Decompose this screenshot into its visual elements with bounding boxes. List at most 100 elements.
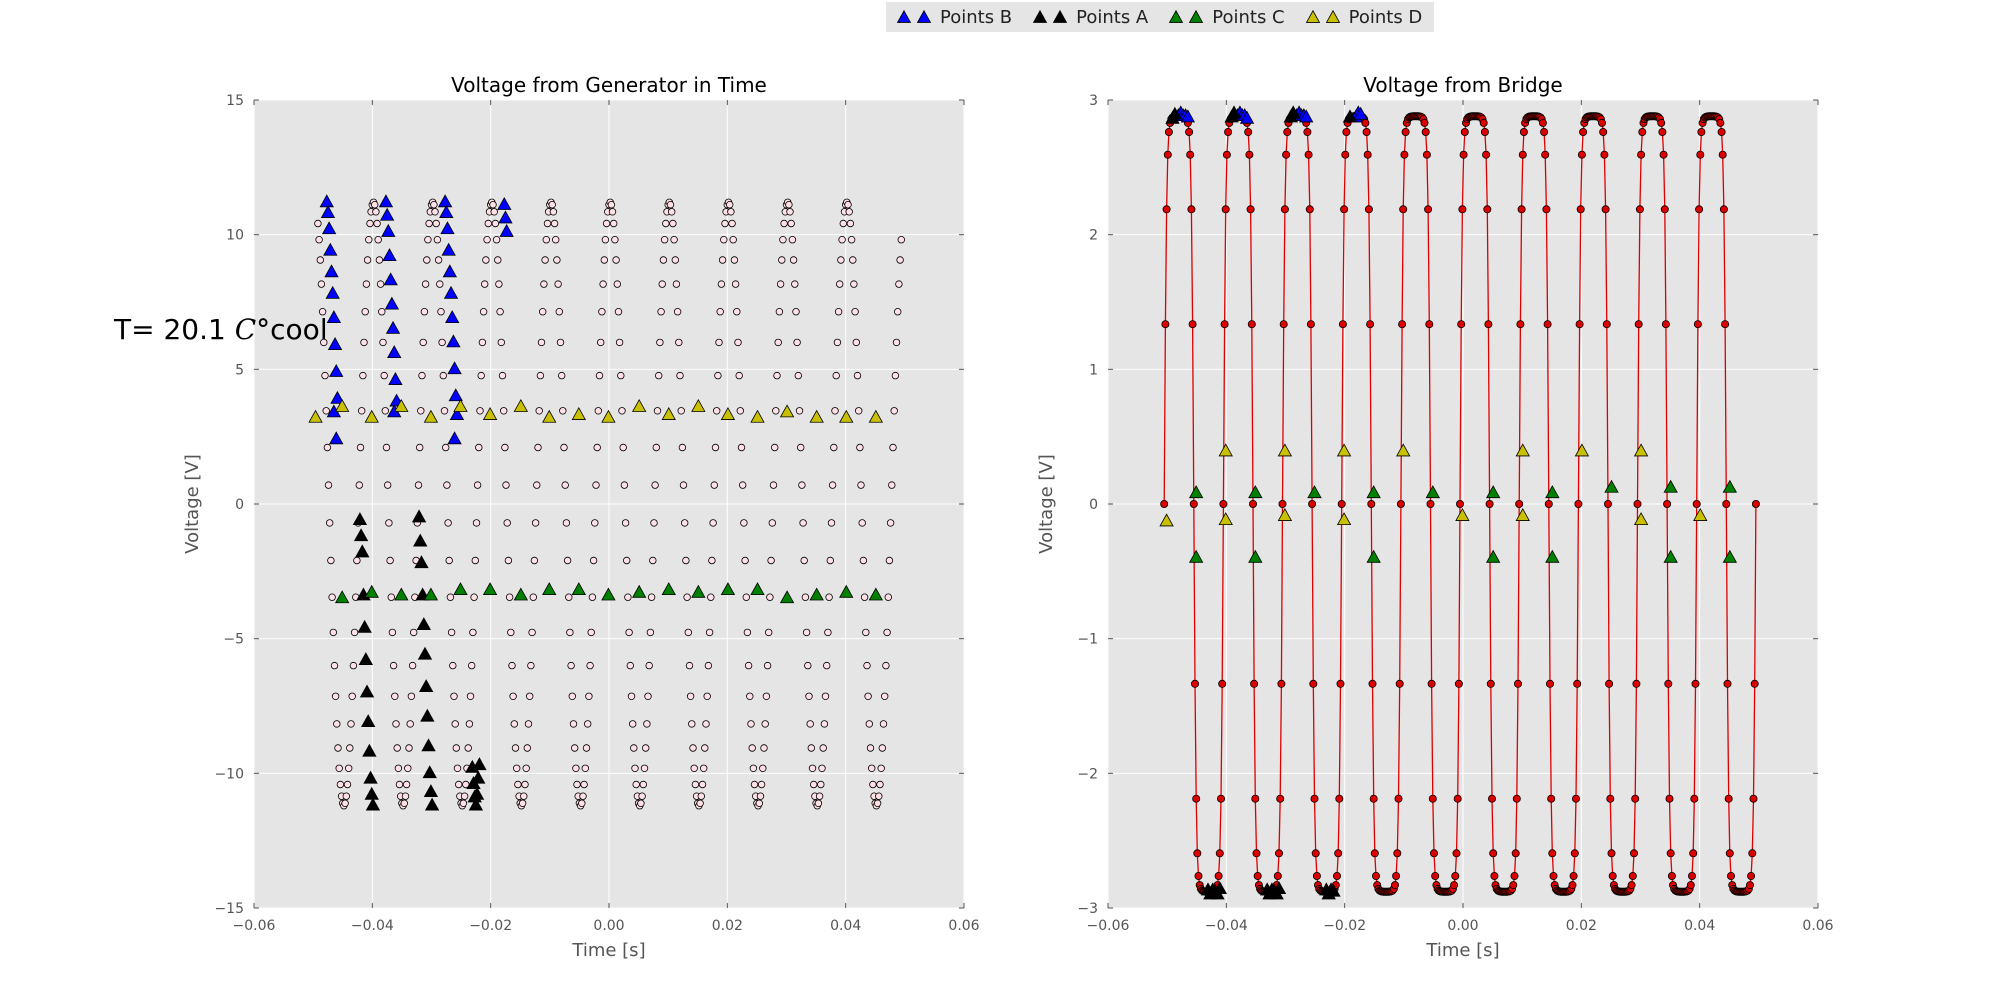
signal-point bbox=[1696, 150, 1705, 159]
signal-point bbox=[524, 720, 533, 728]
triangle-point bbox=[542, 582, 557, 596]
signal-point bbox=[851, 308, 859, 316]
signal-point bbox=[402, 780, 411, 789]
signal-point bbox=[601, 235, 610, 244]
signal-point bbox=[863, 661, 871, 670]
series-points-d bbox=[308, 398, 884, 423]
signal-point bbox=[653, 407, 662, 415]
signal-point bbox=[853, 371, 862, 380]
y-axis-label: Voltage [V] bbox=[1036, 454, 1057, 554]
signal-point bbox=[1282, 150, 1291, 159]
signal-point bbox=[592, 481, 600, 489]
signal-point bbox=[1691, 679, 1700, 688]
signal-point bbox=[883, 628, 891, 637]
signal-point bbox=[894, 308, 902, 316]
signal-point bbox=[650, 519, 658, 527]
signal-point bbox=[1450, 881, 1459, 890]
signal-point bbox=[637, 799, 645, 807]
signal-point bbox=[645, 661, 653, 670]
triangle-point bbox=[499, 223, 514, 237]
signal-point bbox=[489, 200, 497, 209]
triangle-point bbox=[601, 587, 616, 601]
signal-point bbox=[866, 744, 875, 752]
triangle-point bbox=[394, 398, 409, 412]
triangle-point bbox=[1342, 109, 1358, 123]
signal-point bbox=[386, 556, 394, 565]
signal-point bbox=[1189, 499, 1198, 508]
signal-point bbox=[333, 720, 341, 728]
signal-point bbox=[1222, 150, 1231, 159]
signal-point bbox=[759, 764, 767, 772]
signal-point bbox=[1604, 499, 1613, 508]
signal-point bbox=[1188, 320, 1197, 329]
signal-point bbox=[626, 661, 634, 670]
signal-point bbox=[1664, 679, 1673, 688]
signal-point bbox=[407, 692, 416, 700]
signal-point bbox=[317, 280, 326, 288]
signal-point bbox=[504, 556, 513, 565]
signal-point bbox=[323, 443, 332, 452]
signal-point bbox=[1659, 150, 1668, 159]
signal-point bbox=[1479, 118, 1488, 127]
signal-point bbox=[376, 280, 385, 288]
signal-point bbox=[394, 764, 403, 772]
signal-point bbox=[578, 799, 586, 807]
triangle-point bbox=[1722, 479, 1738, 493]
signal-point bbox=[847, 235, 856, 244]
signal-point bbox=[1308, 499, 1317, 508]
signal-point bbox=[895, 280, 903, 288]
triangle-point bbox=[691, 584, 706, 598]
signal-point bbox=[378, 308, 386, 316]
signal-point bbox=[341, 799, 349, 807]
signal-point bbox=[857, 481, 865, 489]
x-tick-label: 0.00 bbox=[1447, 918, 1478, 934]
signal-point bbox=[737, 443, 746, 452]
signal-point bbox=[705, 628, 714, 637]
signal-point bbox=[571, 744, 579, 752]
signal-point bbox=[410, 628, 418, 637]
triangle-point bbox=[1545, 549, 1560, 563]
triangle-point bbox=[385, 320, 401, 334]
signal-point bbox=[823, 661, 831, 670]
signal-point bbox=[631, 764, 639, 772]
signal-point bbox=[1161, 320, 1170, 329]
signal-point bbox=[1716, 118, 1725, 127]
triangle-point bbox=[319, 194, 334, 208]
signal-point bbox=[430, 200, 438, 209]
signal-point bbox=[710, 481, 718, 489]
signal-point bbox=[795, 407, 804, 415]
signal-point bbox=[477, 371, 485, 380]
signal-point bbox=[1511, 849, 1520, 858]
triangle-point bbox=[1336, 512, 1352, 526]
signal-point bbox=[882, 661, 890, 670]
signal-point bbox=[556, 338, 565, 347]
signal-point bbox=[819, 744, 827, 752]
signal-point bbox=[527, 661, 535, 670]
triangle-point bbox=[321, 221, 337, 235]
signal-point bbox=[501, 443, 509, 452]
signal-point bbox=[814, 799, 823, 807]
signal-point bbox=[757, 780, 766, 789]
x-tick-label: 0.00 bbox=[593, 918, 624, 934]
signal-point bbox=[611, 235, 619, 244]
signal-point bbox=[799, 519, 807, 527]
signal-point bbox=[401, 792, 410, 800]
triangle-point bbox=[468, 797, 484, 811]
legend-marker bbox=[1032, 9, 1068, 23]
triangle-point bbox=[388, 372, 403, 385]
signal-point bbox=[839, 219, 847, 228]
signal-point bbox=[587, 628, 595, 637]
x-axis-label: Time [s] bbox=[571, 940, 645, 961]
signal-point bbox=[1215, 849, 1224, 858]
signal-point bbox=[1366, 320, 1375, 329]
triangle-point bbox=[482, 407, 498, 420]
signal-point bbox=[361, 308, 369, 316]
signal-point bbox=[613, 280, 621, 288]
triangle-point bbox=[1485, 549, 1501, 563]
triangle-point bbox=[1604, 479, 1619, 493]
signal-point bbox=[688, 720, 696, 728]
triangle-point bbox=[571, 407, 587, 420]
signal-point bbox=[763, 661, 772, 670]
signal-point bbox=[686, 692, 695, 700]
signal-point bbox=[446, 593, 455, 601]
